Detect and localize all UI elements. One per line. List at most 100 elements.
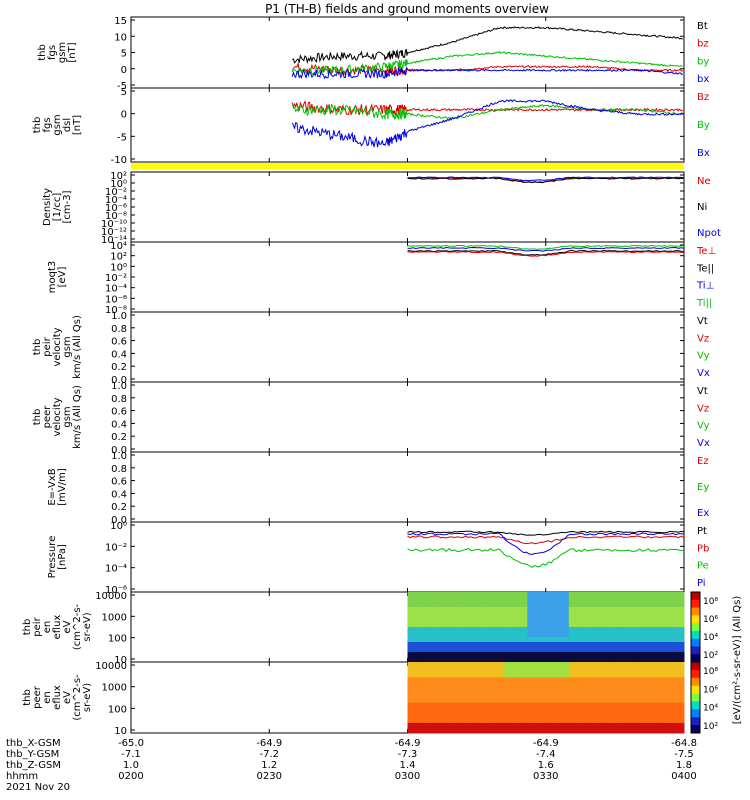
y-tick-label: -10 bbox=[111, 155, 127, 166]
spec-cell bbox=[518, 622, 524, 628]
spec-cell bbox=[504, 687, 510, 693]
spec-cell bbox=[633, 607, 639, 613]
spec-cell bbox=[536, 667, 542, 673]
spec-cell bbox=[430, 717, 436, 724]
spec-cell bbox=[578, 682, 584, 688]
spec-cell bbox=[490, 607, 496, 613]
spec-cell bbox=[610, 627, 616, 633]
spec-cell bbox=[462, 657, 468, 663]
spec-cell bbox=[624, 602, 630, 608]
spec-cell bbox=[453, 597, 459, 603]
spec-cell bbox=[504, 677, 510, 683]
spec-cell bbox=[527, 657, 533, 663]
legend-Ey: Ey bbox=[697, 482, 709, 493]
spec-cell bbox=[619, 687, 625, 693]
spec-cell bbox=[628, 622, 634, 628]
colorbar-swatch bbox=[691, 646, 700, 655]
spec-cell bbox=[605, 597, 611, 603]
spec-cell bbox=[513, 677, 519, 683]
spec-cell bbox=[513, 612, 519, 618]
spec-cell bbox=[495, 592, 501, 598]
legend-Pe: Pe bbox=[697, 561, 709, 572]
trace-Ti-par bbox=[407, 244, 685, 250]
spec-cell bbox=[518, 727, 524, 734]
spec-cell bbox=[601, 627, 607, 633]
spec-cell bbox=[458, 692, 464, 698]
spec-cell bbox=[573, 702, 579, 709]
spec-cell bbox=[550, 652, 556, 658]
spec-cell bbox=[421, 627, 427, 633]
spec-cell bbox=[554, 637, 561, 643]
spec-cell bbox=[601, 637, 607, 643]
spec-cell bbox=[550, 637, 556, 643]
spec-cell bbox=[642, 627, 648, 633]
spec-cell bbox=[518, 592, 524, 598]
spec-cell bbox=[568, 672, 574, 678]
spec-cell bbox=[550, 667, 556, 673]
spec-cell bbox=[476, 682, 482, 688]
spec-cell bbox=[665, 597, 671, 603]
spec-cell bbox=[679, 662, 685, 668]
spec-cell bbox=[425, 667, 432, 673]
spec-cell bbox=[656, 592, 662, 598]
spec-cell bbox=[435, 652, 441, 658]
spec-cell bbox=[481, 717, 487, 724]
spec-cell bbox=[425, 717, 432, 724]
spec-cell bbox=[573, 722, 579, 729]
spec-cell bbox=[605, 592, 611, 598]
spec-cell bbox=[481, 697, 487, 704]
spec-cell bbox=[596, 677, 602, 683]
spec-cell bbox=[536, 662, 542, 668]
spec-cell bbox=[550, 702, 556, 709]
spec-cell bbox=[578, 607, 584, 613]
spec-cell bbox=[430, 657, 436, 663]
spec-cell bbox=[485, 652, 491, 658]
spec-cell bbox=[624, 717, 630, 724]
spec-cell bbox=[527, 622, 533, 628]
spec-cell bbox=[536, 592, 542, 598]
spec-cell bbox=[522, 657, 528, 663]
spec-cell bbox=[527, 617, 533, 623]
panel-frame bbox=[130, 241, 685, 313]
spec-cell bbox=[656, 602, 662, 608]
spec-cell bbox=[568, 602, 574, 608]
spec-cell bbox=[559, 717, 565, 724]
spec-cell bbox=[490, 682, 496, 688]
spec-cell bbox=[679, 667, 685, 673]
spec-cell bbox=[444, 702, 450, 709]
spec-cell bbox=[665, 667, 671, 673]
spec-cell bbox=[550, 657, 556, 663]
spec-cell bbox=[416, 697, 422, 704]
spec-cell bbox=[614, 687, 620, 693]
spec-cell bbox=[656, 687, 662, 693]
spec-cell bbox=[495, 722, 501, 729]
spec-cell bbox=[651, 682, 657, 688]
spec-cell bbox=[407, 622, 413, 628]
spec-cell bbox=[508, 702, 514, 709]
spec-cell bbox=[591, 717, 597, 724]
spec-cell bbox=[670, 622, 676, 628]
spec-cell bbox=[425, 677, 432, 683]
spec-cell bbox=[573, 647, 579, 653]
spec-cell bbox=[679, 612, 685, 618]
spec-cell bbox=[425, 657, 432, 663]
spec-cell bbox=[647, 702, 653, 709]
spec-cell bbox=[499, 642, 505, 648]
spec-cell bbox=[467, 722, 473, 729]
spec-cell bbox=[536, 712, 542, 719]
spec-cell bbox=[490, 632, 496, 638]
y-tick-label: 100 bbox=[108, 704, 127, 715]
spec-cell bbox=[531, 597, 538, 603]
spec-cell bbox=[462, 637, 468, 643]
spec-cell bbox=[448, 592, 455, 598]
spec-cell bbox=[545, 677, 551, 683]
spec-cell bbox=[412, 727, 418, 734]
spec-cell bbox=[568, 607, 574, 613]
spec-cell bbox=[453, 612, 459, 618]
spec-cell bbox=[647, 612, 653, 618]
spec-cell bbox=[624, 632, 630, 638]
spec-cell bbox=[472, 672, 478, 678]
panel-frame bbox=[130, 451, 685, 523]
spec-cell bbox=[610, 667, 616, 673]
